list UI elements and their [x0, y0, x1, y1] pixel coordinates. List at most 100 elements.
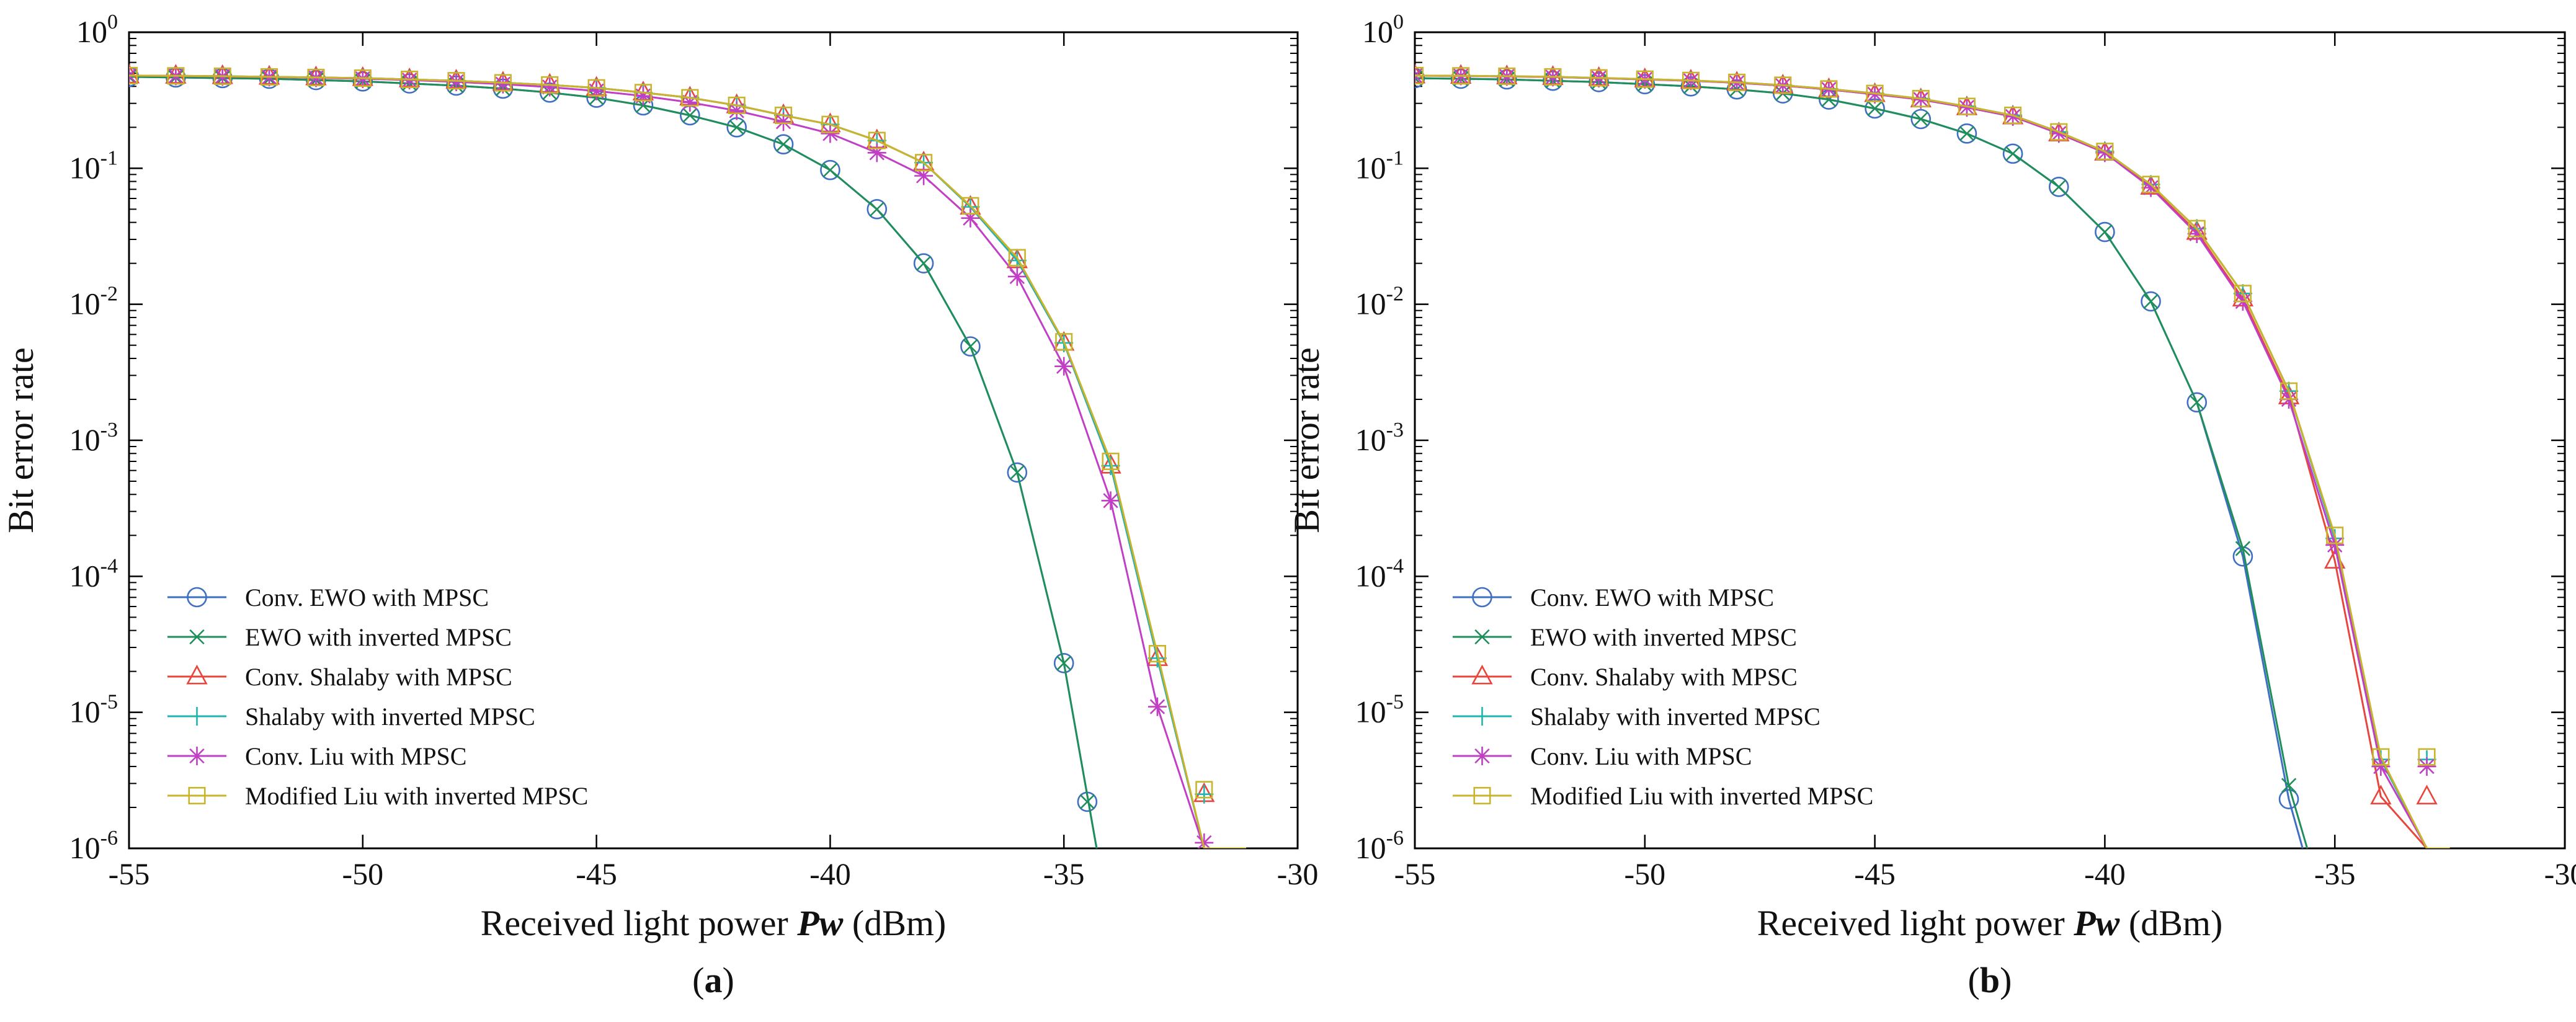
- data-point: [2418, 748, 2436, 766]
- data-point: [1636, 70, 1654, 88]
- legend-marker: [1472, 587, 1492, 608]
- x-tick-label: -30: [2544, 856, 2576, 891]
- y-axis-label: Bit error rate: [1, 347, 41, 533]
- legend: Conv. EWO with MPSC EWO with inverted MPS…: [167, 584, 588, 810]
- legend-entry: Conv. EWO with MPSC: [167, 584, 489, 611]
- y-tick-label: 10-5: [69, 691, 118, 729]
- data-point: [167, 67, 185, 85]
- panel-label-paren: ): [723, 960, 734, 1000]
- y-axis-ticks: [1415, 31, 2565, 850]
- data-point: [1910, 109, 1932, 130]
- data-point: [867, 143, 886, 162]
- data-point: [1958, 97, 1976, 115]
- data-point: [1148, 645, 1166, 663]
- data-point: [727, 101, 746, 120]
- x-tick-label: -30: [1277, 856, 1319, 891]
- x-axis-ticks: [128, 32, 1299, 848]
- x-axis-label: Received light power Pw (dBm): [1757, 903, 2223, 943]
- legend-marker: [189, 629, 205, 645]
- data-point: [728, 96, 746, 114]
- y-tick-label: 100: [76, 11, 118, 49]
- series-2: [1415, 70, 2309, 848]
- x-axis-label: Received light power Pw (dBm): [481, 903, 947, 943]
- x-tick-label: -40: [809, 856, 851, 891]
- y-tick-base: 10: [1355, 695, 1386, 729]
- legend-label: EWO with inverted MPSC: [245, 623, 512, 651]
- series-4: [1415, 66, 2450, 848]
- data-point: [634, 84, 653, 102]
- data-point: [1195, 784, 1214, 804]
- series-3: [129, 63, 1242, 848]
- y-tick-label: 10-6: [1355, 827, 1404, 865]
- data-point: [540, 78, 559, 97]
- x-axis-label-variable: Pw: [796, 903, 843, 943]
- legend-marker: [188, 786, 206, 805]
- data-point: [1415, 63, 1426, 84]
- data-point: [447, 72, 466, 91]
- x-axis-label-prefix: Received light power: [1757, 903, 2074, 943]
- y-tick-exponent: -4: [100, 554, 118, 577]
- data-point: [1820, 80, 1838, 98]
- data-point: [1498, 67, 1516, 85]
- y-tick-base: 10: [69, 695, 100, 729]
- legend-entry: Shalaby with inverted MPSC: [167, 703, 535, 731]
- legend-entry: Conv. Liu with MPSC: [1453, 742, 1752, 770]
- series-5: [129, 66, 1232, 848]
- y-tick-exponent: -2: [100, 283, 118, 306]
- series-line: [129, 76, 1098, 848]
- data-point: [961, 197, 979, 215]
- data-point: [1867, 100, 1883, 117]
- y-axis-label: Bit error rate: [1286, 347, 1327, 533]
- data-point: [822, 162, 838, 178]
- y-tick-base: 10: [1362, 14, 1393, 49]
- panel-label: (b): [1968, 960, 2012, 1000]
- data-point: [1544, 68, 1562, 86]
- data-point: [774, 106, 793, 125]
- series-line: [1415, 74, 2450, 848]
- y-tick-label: 10-6: [69, 827, 118, 865]
- data-area: [1415, 63, 2450, 848]
- data-point: [2235, 541, 2251, 556]
- data-point: [1053, 653, 1074, 673]
- y-tick-base: 10: [1355, 830, 1386, 865]
- y-tick-exponent: -6: [1386, 827, 1404, 850]
- legend-entry: Conv. Shalaby with MPSC: [1453, 663, 1798, 691]
- data-point: [1956, 123, 1977, 144]
- legend-marker: [1473, 747, 1492, 765]
- series-line: [129, 74, 1247, 848]
- data-point: [2189, 394, 2204, 411]
- x-tick-label: -35: [2314, 856, 2356, 891]
- series-line: [1415, 74, 2446, 848]
- data-point: [1101, 491, 1120, 510]
- legend-label: Conv. Liu with MPSC: [1530, 742, 1752, 770]
- data-point: [1056, 655, 1072, 671]
- series-line: [1415, 77, 2304, 848]
- y-tick-label: 100: [1362, 11, 1404, 49]
- legend-label: Conv. Liu with MPSC: [245, 742, 466, 770]
- data-point: [129, 69, 137, 85]
- data-point: [1957, 98, 1976, 117]
- legend-entry: Shalaby with inverted MPSC: [1453, 703, 1821, 731]
- legend-entry: Conv. EWO with MPSC: [1453, 584, 1774, 611]
- data-point: [2048, 177, 2069, 197]
- data-point: [2049, 124, 2069, 143]
- data-point: [2051, 179, 2067, 195]
- data-point: [1008, 249, 1026, 267]
- panel-label: (a): [692, 960, 734, 1000]
- data-point: [960, 336, 981, 357]
- y-tick-label: 10-4: [1355, 554, 1404, 593]
- series-3: [1415, 63, 2446, 848]
- data-point: [916, 256, 932, 271]
- panel-label-letter: a: [705, 960, 723, 1000]
- legend-entry: EWO with inverted MPSC: [167, 623, 512, 651]
- panel-label-paren: ): [2000, 960, 2012, 1000]
- data-point: [2095, 221, 2115, 242]
- x-tick-label: -50: [1624, 856, 1665, 891]
- data-point: [1007, 251, 1027, 270]
- series-5: [1415, 66, 2446, 848]
- data-point: [1079, 794, 1095, 810]
- series-line: [1415, 74, 2446, 848]
- legend: Conv. EWO with MPSC EWO with inverted MPS…: [1453, 584, 1873, 810]
